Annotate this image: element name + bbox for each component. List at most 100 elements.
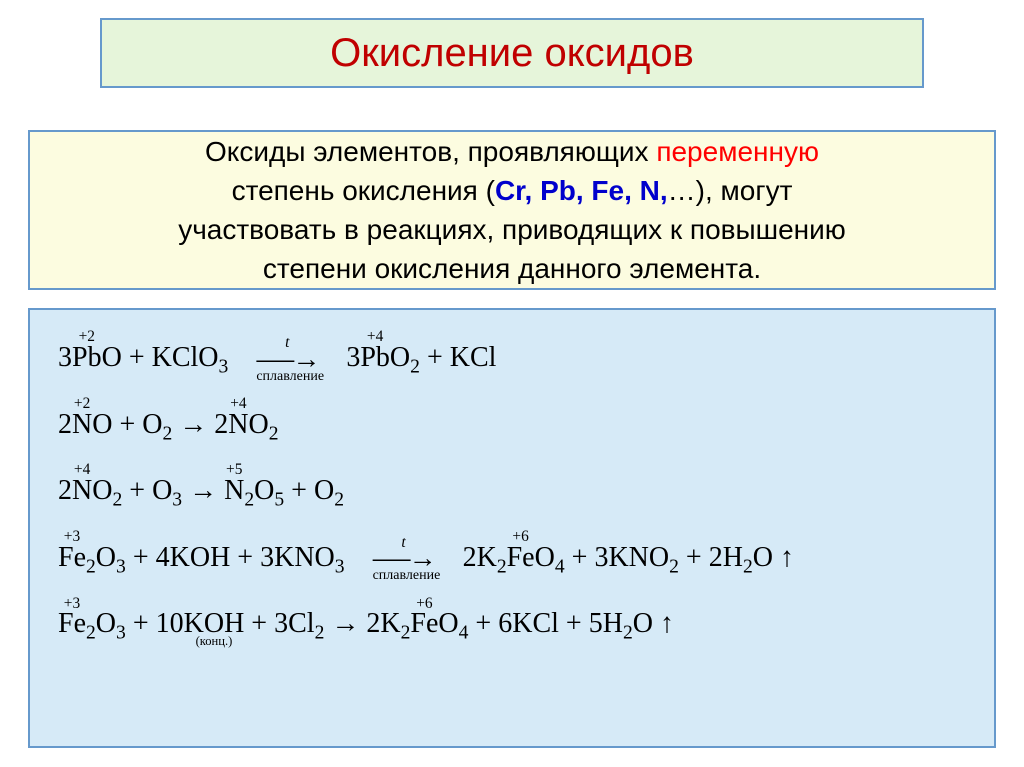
eq4-ro4: O: [535, 542, 555, 573]
eq4-arrow: t ⎯⎯⎯→ сплавление: [373, 543, 435, 575]
eq5-o-sub: 3: [116, 623, 126, 644]
equation-5: +3Fe2O3 + 10KOH(конц.) + 3Cl2 → 2K2+6FeO…: [58, 608, 966, 645]
eq2-ox2: +2: [72, 395, 92, 413]
eq3-o: O: [92, 475, 112, 506]
eq5-c2: 10: [156, 608, 184, 639]
eq2-rn: N: [228, 409, 248, 440]
eq1-ox4: +4: [360, 328, 390, 346]
eq5-ro4-sub: 4: [459, 623, 469, 644]
eq3-ox4: +4: [72, 461, 92, 479]
eq4-fe: Fe: [58, 542, 86, 573]
eq5-fe: Fe: [58, 608, 86, 639]
eq5-cl: Cl: [288, 608, 314, 639]
eq5-fe-sub: 2: [86, 623, 96, 644]
eq4-c3: 3: [260, 542, 274, 573]
eq4-k-sub: 2: [497, 556, 507, 577]
eq1-arrow-fusion: сплавление: [256, 369, 318, 385]
eq1-ox2: +2: [72, 328, 102, 346]
eq4-koh: KOH: [170, 542, 231, 573]
eq4-h2o-o: O: [753, 542, 773, 573]
eq4-ro4-sub: 4: [555, 556, 565, 577]
eq4-k: K: [477, 542, 497, 573]
eq5-cl-sub: 2: [315, 623, 325, 644]
equation-2: 2+2NO + O2 → 2+4NO2: [58, 409, 966, 446]
eq1-ro: O: [390, 342, 410, 373]
eq3-o3: O: [152, 475, 172, 506]
equation-3: 2+4NO2 + O3 → +5N2O5 + O2: [58, 475, 966, 512]
eq4-c2: 4: [156, 542, 170, 573]
eq5-k-sub: 2: [401, 623, 411, 644]
page-title: Окисление оксидов: [330, 31, 694, 76]
eq4-arrow-t: t: [373, 534, 435, 552]
eq3-ro-sub: 5: [274, 490, 284, 511]
desc-line2-post: …), могут: [668, 175, 793, 206]
eq2-o: O: [92, 409, 112, 440]
eq3-rn: N: [224, 475, 244, 506]
desc-line4: степени окисления данного элемента.: [263, 253, 761, 284]
eq3-ro: O: [254, 475, 274, 506]
eq4-fe-sub: 2: [86, 556, 96, 577]
eq4-rc1: 2: [463, 542, 477, 573]
eq1-plus: +: [129, 342, 152, 373]
eq1-arrow: t ⎯⎯⎯→ сплавление: [256, 344, 318, 376]
eq5-kcl: KCl: [512, 608, 559, 639]
eq5-h-sub: 2: [623, 623, 633, 644]
eq3-ox5: +5: [224, 461, 244, 479]
description-box: Оксиды элементов, проявляющих переменную…: [28, 130, 996, 290]
eq3-coef: 2: [58, 475, 72, 506]
eq1-ro-sub: 2: [410, 357, 420, 378]
eq1-pb: Pb: [72, 342, 102, 373]
eq4-rc2: 3: [594, 542, 608, 573]
eq4-h-sub: 2: [743, 556, 753, 577]
eq3-o3-sub: 3: [172, 490, 182, 511]
eq1-rcoef: 3: [346, 342, 360, 373]
eq3-rn-sub: 2: [244, 490, 254, 511]
eq5-c3: 3: [274, 608, 288, 639]
eq5-rc1: 2: [366, 608, 380, 639]
eq5-h2o-o: O: [633, 608, 653, 639]
equation-1: 3+2PbO + KClO3 t ⎯⎯⎯→ сплавление 3+4PbO2…: [58, 342, 966, 379]
desc-line3: участвовать в реакциях, приводящих к пов…: [178, 214, 846, 245]
title-box: Окисление оксидов: [100, 18, 924, 88]
eq4-kno-sub: 3: [335, 556, 345, 577]
eq5-ox3: +3: [58, 595, 86, 613]
eq1-coef: 3: [58, 342, 72, 373]
eq1-kclo: KClO: [152, 342, 219, 373]
eq1-o: O: [102, 342, 122, 373]
eq4-kno2-sub: 2: [669, 556, 679, 577]
eq1-kcl: KCl: [450, 342, 497, 373]
desc-line2-elems: Cr, Pb, Fe, N,: [495, 175, 668, 206]
eq4-kno2: KNO: [608, 542, 669, 573]
eq4-o-sub: 3: [116, 556, 126, 577]
eq1-kclo-sub: 3: [219, 357, 229, 378]
eq2-ox4: +4: [228, 395, 248, 413]
desc-line2-pre: степень окисления (: [232, 175, 495, 206]
eq5-rc2: 6: [498, 608, 512, 639]
eq5-gas-arrow: ↑: [660, 608, 674, 639]
eq4-ox6: +6: [507, 528, 535, 546]
eq2-ro-sub: 2: [269, 423, 279, 444]
equation-4: +3Fe2O3 + 4KOH + 3KNO3 t ⎯⎯⎯→ сплавление…: [58, 542, 966, 579]
eq5-h: H: [603, 608, 623, 639]
eq5-ox6: +6: [410, 595, 438, 613]
eq3-o-sub: 2: [112, 490, 122, 511]
eq5-k: K: [380, 608, 400, 639]
eq5-conc: (конц.): [184, 634, 245, 649]
eq4-rfe: Fe: [507, 542, 535, 573]
eq5-rc3: 5: [589, 608, 603, 639]
eq4-kno: KNO: [274, 542, 335, 573]
eq4-arrow-fusion: сплавление: [373, 568, 435, 584]
eq2-o2: O: [142, 409, 162, 440]
eq5-rfe: Fe: [410, 608, 438, 639]
eq4-h: H: [723, 542, 743, 573]
eq5-ro4: O: [438, 608, 458, 639]
eq5-o: O: [96, 608, 116, 639]
eq2-o2-sub: 2: [163, 423, 173, 444]
description-text: Оксиды элементов, проявляющих переменную…: [178, 132, 846, 289]
desc-line1-var: переменную: [656, 136, 819, 167]
eq2-ro: O: [249, 409, 269, 440]
eq3-n: N: [72, 475, 92, 506]
eq1-arrow-t: t: [256, 334, 318, 352]
eq1-rpb: Pb: [360, 342, 390, 373]
equations-box: 3+2PbO + KClO3 t ⎯⎯⎯→ сплавление 3+4PbO2…: [28, 308, 996, 748]
